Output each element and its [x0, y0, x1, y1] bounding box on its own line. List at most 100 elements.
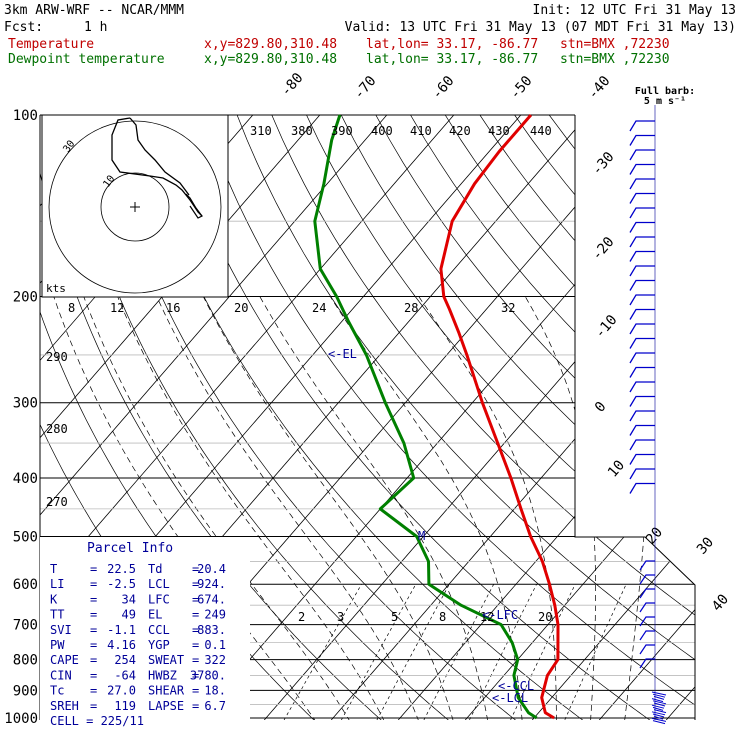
wind-barb: [629, 236, 655, 248]
pressure-label: 500: [13, 529, 38, 545]
isotherm-label: -80: [278, 70, 307, 100]
wind-barb-surface: [652, 700, 667, 705]
parcel-row-separator-right: =: [192, 592, 199, 606]
dry-adiabat: [98, 115, 530, 720]
pressure-label: 100: [13, 108, 38, 124]
parcel-row-separator-right: =: [192, 684, 199, 698]
dewpoint-legend: Dewpoint temperature: [8, 52, 165, 67]
hodograph-ring-outer: [48, 120, 222, 294]
wind-barb: [629, 192, 655, 204]
dry-adiabat: [202, 115, 695, 720]
dry-adiabat: [167, 115, 666, 720]
fcst-label: Fcst:: [4, 20, 43, 35]
init-time: Init: 12 UTC Fri 31 May 13: [533, 3, 737, 18]
parcel-info-title: Parcel Info: [87, 541, 173, 556]
dry-adiabat-left-label: 270: [46, 495, 68, 509]
pressure-label: 900: [13, 683, 38, 699]
dry-adiabat-label: 310: [250, 124, 272, 138]
isotherm-line: [40, 115, 321, 720]
isotherm-line: [733, 115, 740, 720]
parcel-row-label-right: Td: [148, 562, 162, 576]
isotherm-label: 40: [709, 591, 732, 614]
parcel-row-value-right: 18.: [204, 684, 226, 698]
isotherm-label: -70: [351, 73, 380, 103]
wind-barb: [629, 294, 655, 306]
parcel-row-label-left: K: [50, 592, 58, 606]
wind-barb-surface: [653, 695, 665, 700]
fcst-value: 1 h: [84, 20, 107, 35]
parcel-row-label-left: CAPE: [50, 653, 79, 667]
parcel-row-value-right: 249: [204, 608, 226, 622]
temperature-xy: x,y=829.80,310.48: [204, 37, 337, 52]
wind-barb-low: [639, 658, 655, 669]
lfc-marker: <-LFC: [482, 608, 518, 622]
hodograph-storm-vector: [185, 193, 203, 219]
isotherm-label: 0: [592, 399, 610, 416]
parcel-row-label-left: LI: [50, 577, 64, 591]
wind-barb: [629, 468, 655, 480]
mixing-ratio-label: 5: [391, 610, 398, 624]
parcel-info-background: [40, 537, 250, 730]
parcel-row-value-left: 22.5: [107, 562, 136, 576]
parcel-row-label-right: CCL: [148, 623, 170, 637]
dry-adiabat-label: 380: [291, 124, 313, 138]
parcel-row-separator-right: =: [192, 699, 199, 713]
wind-barb-low: [639, 560, 655, 571]
dry-adiabat: [479, 115, 695, 720]
mixing-ratio-line: [277, 584, 362, 720]
mixing-ratio-label: 8: [439, 610, 446, 624]
wind-barb-low: [639, 644, 655, 655]
parcel-row-separator-left: =: [90, 562, 97, 576]
wind-barb: [629, 120, 655, 132]
parcel-row-value-left: 34: [122, 592, 136, 606]
parcel-row-value-left: -64: [114, 668, 136, 682]
hodograph-ring-inner: [100, 172, 170, 242]
wind-barb: [629, 250, 655, 262]
sounding-series: [313, 114, 560, 720]
wind-barb-surface: [653, 702, 666, 707]
isotherm-line: [196, 115, 695, 720]
hodograph: 30 10 kts: [41, 114, 229, 298]
full-barb-label: Full barb:: [635, 86, 695, 97]
wind-barb-surface: [651, 711, 666, 716]
wind-barb: [629, 381, 655, 393]
wind-barb: [629, 337, 655, 349]
wind-barb: [629, 366, 655, 378]
isotherm-label: 30: [694, 534, 717, 557]
mixing-ratio-label: 12: [480, 610, 494, 624]
parcel-row-value-right: 6.7: [204, 699, 226, 713]
isotherm-label: -20: [589, 234, 618, 264]
wind-barb-surface: [653, 715, 664, 720]
wind-barb-surface: [651, 698, 664, 703]
parcel-row-label-left: T: [50, 562, 57, 576]
isotherm-label: 20: [643, 524, 666, 547]
parcel-row-label-right: EL: [148, 608, 162, 622]
parcel-row-value-right: 20.4: [197, 562, 226, 576]
parcel-row-separator-right: =: [192, 668, 199, 682]
m-marker: M: [418, 529, 425, 543]
wind-barb-surface: [653, 709, 667, 714]
wind-barb: [629, 149, 655, 161]
mixing-ratio-line: [505, 584, 576, 720]
parcel-row-label-left: CIN: [50, 668, 72, 682]
isotherm-label: -50: [507, 73, 536, 103]
wind-barb: [629, 221, 655, 233]
mixing-ratio-line: [559, 584, 627, 720]
dry-adiabat: [514, 115, 695, 720]
isotherm-label: -30: [589, 149, 618, 179]
isotherm-line: [263, 115, 695, 720]
parcel-row-separator-left: =: [90, 653, 97, 667]
moist-adiabat: [83, 296, 356, 720]
dry-adiabat-label: 390: [331, 124, 353, 138]
parcel-row-separator-left: =: [90, 684, 97, 698]
wind-barb-surface: [651, 691, 667, 696]
hodo-speed-label: 32: [501, 301, 515, 315]
wind-barb: [629, 178, 655, 190]
dry-adiabat: [306, 115, 695, 720]
temperature-stn: stn=BMX ,72230: [560, 37, 670, 52]
temperature-profile: [439, 114, 560, 720]
hodograph-trace: [111, 117, 203, 217]
mixing-ratio-label: 2: [298, 610, 305, 624]
